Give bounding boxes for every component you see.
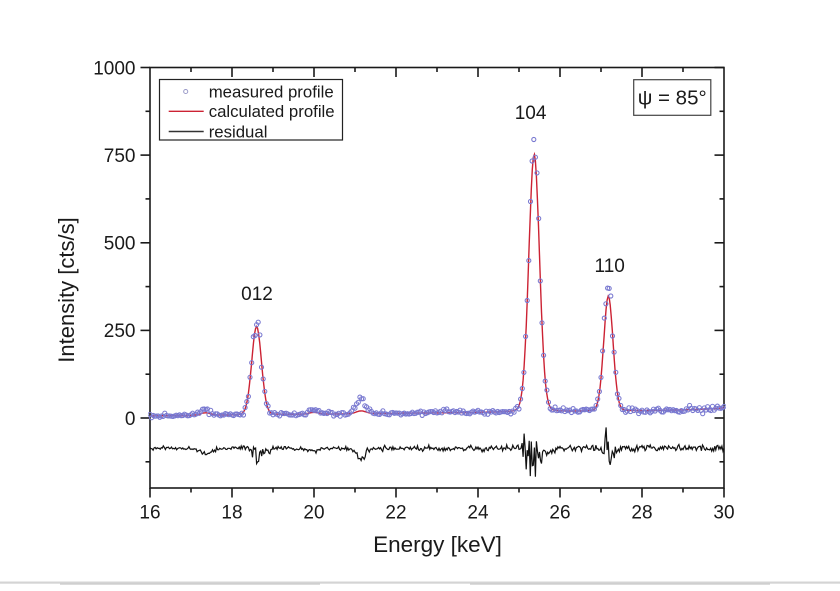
svg-text:012: 012 bbox=[241, 284, 273, 305]
svg-text:calculated profile: calculated profile bbox=[209, 102, 335, 121]
svg-text:110: 110 bbox=[595, 256, 625, 277]
svg-text:0: 0 bbox=[125, 409, 136, 430]
svg-text:30: 30 bbox=[713, 503, 734, 524]
svg-text:ψ = 85°: ψ = 85° bbox=[638, 87, 707, 110]
svg-text:750: 750 bbox=[104, 146, 136, 167]
svg-text:16: 16 bbox=[139, 503, 160, 524]
svg-text:Intensity [cts/s]: Intensity [cts/s] bbox=[54, 217, 79, 363]
svg-text:26: 26 bbox=[549, 503, 570, 524]
svg-text:measured profile: measured profile bbox=[209, 82, 334, 101]
svg-text:18: 18 bbox=[221, 503, 242, 524]
svg-text:24: 24 bbox=[467, 503, 489, 524]
svg-text:Energy [keV]: Energy [keV] bbox=[373, 532, 502, 557]
svg-text:250: 250 bbox=[104, 321, 136, 342]
svg-text:28: 28 bbox=[631, 503, 652, 524]
svg-text:20: 20 bbox=[303, 503, 324, 524]
svg-text:22: 22 bbox=[385, 503, 406, 524]
svg-text:500: 500 bbox=[104, 234, 136, 255]
svg-text:residual: residual bbox=[209, 122, 268, 141]
svg-text:104: 104 bbox=[515, 103, 547, 124]
svg-text:1000: 1000 bbox=[93, 58, 135, 79]
